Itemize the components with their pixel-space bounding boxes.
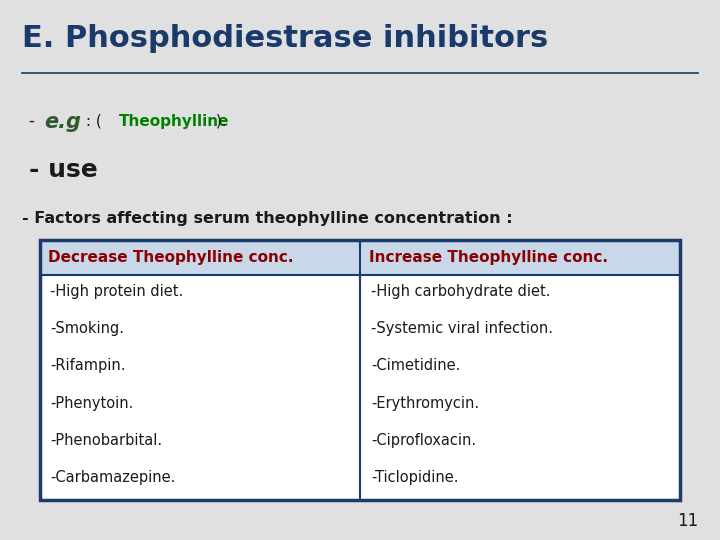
- Text: -Phenobarbital.: -Phenobarbital.: [50, 433, 163, 448]
- Text: ).: ).: [211, 114, 227, 129]
- Text: -Systemic viral infection.: -Systemic viral infection.: [371, 321, 553, 336]
- Text: -Ticlopidine.: -Ticlopidine.: [371, 470, 459, 485]
- Text: -Cimetidine.: -Cimetidine.: [371, 358, 460, 373]
- Text: e.g: e.g: [45, 111, 81, 132]
- FancyBboxPatch shape: [40, 240, 360, 275]
- Text: E. Phosphodiestrase inhibitors: E. Phosphodiestrase inhibitors: [22, 24, 548, 53]
- Text: : (: : (: [81, 114, 107, 129]
- Text: -Ciprofloxacin.: -Ciprofloxacin.: [371, 433, 476, 448]
- FancyBboxPatch shape: [360, 240, 680, 275]
- Text: - use: - use: [29, 158, 97, 182]
- Text: 11: 11: [677, 512, 698, 530]
- Text: -Erythromycin.: -Erythromycin.: [371, 396, 479, 410]
- Text: - Factors affecting serum theophylline concentration :: - Factors affecting serum theophylline c…: [22, 211, 512, 226]
- Text: -Carbamazepine.: -Carbamazepine.: [50, 470, 176, 485]
- Text: -Phenytoin.: -Phenytoin.: [50, 396, 134, 410]
- Text: -: -: [29, 112, 40, 131]
- Text: -High protein diet.: -High protein diet.: [50, 284, 184, 299]
- Text: -Rifampin.: -Rifampin.: [50, 358, 126, 373]
- FancyBboxPatch shape: [40, 240, 680, 500]
- Text: -High carbohydrate diet.: -High carbohydrate diet.: [371, 284, 550, 299]
- Text: Theophylline: Theophylline: [119, 114, 229, 129]
- Text: Increase Theophylline conc.: Increase Theophylline conc.: [369, 251, 608, 265]
- Text: -Smoking.: -Smoking.: [50, 321, 125, 336]
- Text: Decrease Theophylline conc.: Decrease Theophylline conc.: [48, 251, 294, 265]
